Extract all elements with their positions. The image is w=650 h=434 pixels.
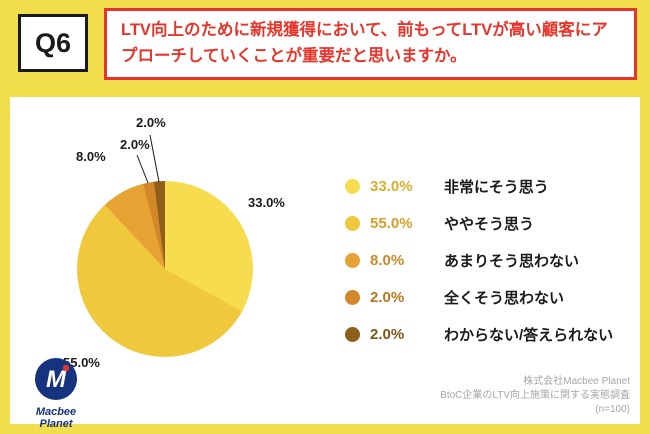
question-number: Q6 (34, 27, 72, 58)
content-panel: 33.0% 55.0% 8.0% 2.0% 2.0% 33.0% 非常にそう思う… (10, 97, 640, 430)
legend-row: 8.0% あまりそう思わない (345, 249, 613, 271)
source-survey-title: BtoC企業のLTV向上施策に関する実態調査 (440, 390, 630, 401)
legend-label: 全くそう思わない (444, 289, 565, 307)
logo-text-line1: Macbee (35, 406, 77, 418)
legend-dot-icon (345, 289, 360, 305)
slice-label-5: 2.0% (136, 115, 166, 130)
slice-label-1: 33.0% (248, 195, 285, 210)
source-company: 株式会社Macbee Planet (523, 376, 630, 387)
legend-dot-icon (345, 252, 360, 268)
legend-percent: 2.0% (370, 288, 405, 306)
legend-dot-icon (345, 178, 360, 194)
legend-label: あまりそう思わない (444, 252, 580, 270)
company-logo: M Macbee Planet (24, 357, 88, 430)
logo-text-line2: Planet (39, 418, 73, 430)
legend-row: 2.0% わからない/答えられない (345, 323, 613, 345)
logo-letter: M (46, 366, 67, 393)
legend-percent: 55.0% (370, 214, 413, 232)
source-credit: 株式会社Macbee Planet BtoC企業のLTV向上施策に関する実態調査… (440, 375, 630, 417)
macbee-planet-logo-icon: M (35, 358, 77, 400)
legend-label: わからない/答えられない (444, 326, 614, 344)
legend-percent: 2.0% (370, 325, 405, 343)
legend-label: ややそう思う (444, 215, 535, 233)
question-number-badge: Q6 (18, 14, 88, 72)
question-text: LTV向上のために新規獲得において、前もってLTVが高い顧客にアプローチしていく… (121, 21, 608, 65)
legend-percent: 33.0% (370, 177, 413, 195)
legend-row: 2.0% 全くそう思わない (345, 286, 613, 308)
question-box: LTV向上のために新規獲得において、前もってLTVが高い顧客にアプローチしていく… (104, 8, 637, 80)
legend-label: 非常にそう思う (444, 178, 549, 196)
slice-label-3: 8.0% (76, 149, 106, 164)
legend-dot-icon (345, 326, 360, 342)
legend-dot-icon (345, 215, 360, 231)
slice-label-4: 2.0% (120, 137, 150, 152)
legend: 33.0% 非常にそう思う 55.0% ややそう思う 8.0% あまりそう思わな… (345, 175, 613, 345)
pie-chart (77, 181, 253, 357)
legend-row: 33.0% 非常にそう思う (345, 175, 613, 197)
legend-row: 55.0% ややそう思う (345, 212, 613, 234)
legend-percent: 8.0% (370, 251, 405, 269)
source-sample-size: (n=100) (595, 404, 630, 415)
